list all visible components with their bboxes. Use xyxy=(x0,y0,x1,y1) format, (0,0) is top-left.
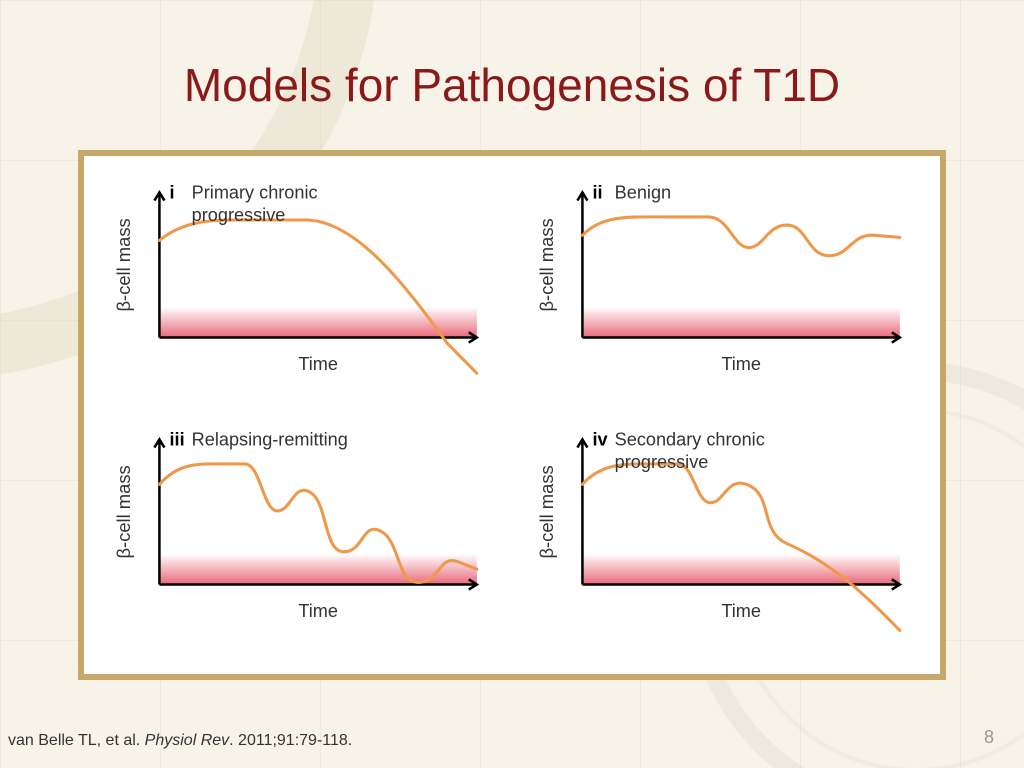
x-label: Time xyxy=(298,353,338,374)
x-label: Time xyxy=(721,353,761,374)
panel-title-text: Primary chronic xyxy=(192,181,318,202)
panel-title-text: Secondary chronic xyxy=(615,428,765,449)
panel-ii: ii Benign β-cell mass Time xyxy=(527,174,920,409)
citation: van Belle TL, et al. Physiol Rev. 2011;9… xyxy=(8,732,352,750)
panel-svg: i Primary chronicprogressive β-cell mass… xyxy=(104,174,497,409)
y-label: β-cell mass xyxy=(536,218,557,311)
figure-frame: i Primary chronicprogressive β-cell mass… xyxy=(78,150,946,680)
panel-svg: ii Benign β-cell mass Time xyxy=(527,174,920,409)
panel-title-text: progressive xyxy=(615,451,709,472)
curve xyxy=(582,217,899,256)
panel-title-text: Relapsing-remitting xyxy=(192,428,348,449)
panel-title-text: progressive xyxy=(192,204,286,225)
y-label: β-cell mass xyxy=(536,465,557,558)
threshold-band xyxy=(582,554,899,585)
panel-iv: iv Secondary chronicprogressive β-cell m… xyxy=(527,421,920,656)
page-number: 8 xyxy=(984,727,994,748)
panel-num: ii xyxy=(593,181,603,202)
panel-title-text: Benign xyxy=(615,181,671,202)
threshold-band xyxy=(159,307,476,338)
citation-rest: . 2011;91:79-118. xyxy=(229,732,352,749)
panel-grid: i Primary chronicprogressive β-cell mass… xyxy=(104,174,920,656)
y-label: β-cell mass xyxy=(113,465,134,558)
threshold-band xyxy=(582,307,899,338)
x-label: Time xyxy=(298,600,338,621)
curve xyxy=(159,220,476,373)
slide: Models for Pathogenesis of T1D i Primary… xyxy=(0,0,1024,768)
slide-title: Models for Pathogenesis of T1D xyxy=(0,58,1024,112)
panel-num: iv xyxy=(593,428,609,449)
panel-iii: iii Relapsing-remitting β-cell mass Time xyxy=(104,421,497,656)
y-label: β-cell mass xyxy=(113,218,134,311)
panel-num: i xyxy=(170,181,175,202)
citation-journal: Physiol Rev xyxy=(145,732,229,749)
panel-svg: iii Relapsing-remitting β-cell mass Time xyxy=(104,421,497,656)
panel-svg: iv Secondary chronicprogressive β-cell m… xyxy=(527,421,920,656)
panel-i: i Primary chronicprogressive β-cell mass… xyxy=(104,174,497,409)
citation-authors: van Belle TL, et al. xyxy=(8,732,145,749)
x-label: Time xyxy=(721,600,761,621)
panel-num: iii xyxy=(170,428,185,449)
